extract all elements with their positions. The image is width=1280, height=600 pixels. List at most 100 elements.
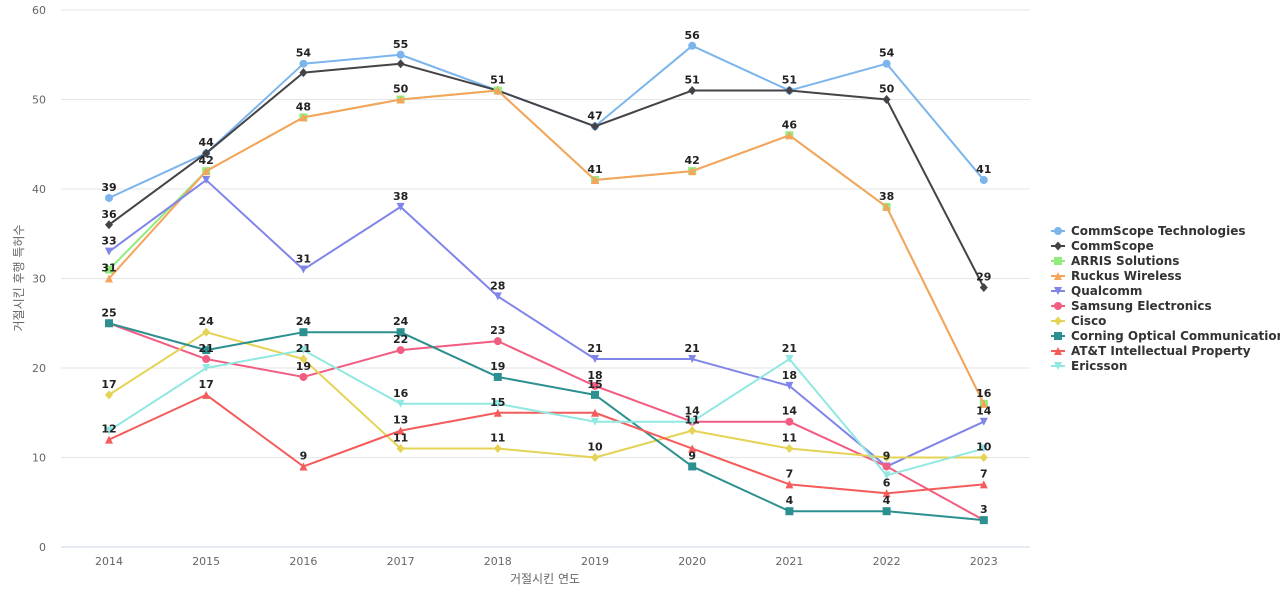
data-point[interactable] bbox=[882, 453, 891, 462]
data-point[interactable] bbox=[493, 337, 502, 346]
legend-marker[interactable] bbox=[1054, 227, 1062, 235]
data-point[interactable] bbox=[299, 346, 308, 355]
series-line[interactable] bbox=[108, 179, 985, 468]
data-point[interactable] bbox=[299, 354, 308, 364]
data-point[interactable] bbox=[882, 489, 891, 498]
legend-marker[interactable] bbox=[1054, 316, 1062, 326]
data-point[interactable] bbox=[396, 346, 405, 355]
data-point[interactable] bbox=[688, 426, 697, 436]
legend-item-ericsson[interactable]: Ericsson bbox=[1051, 359, 1127, 373]
data-point[interactable] bbox=[591, 417, 599, 426]
data-point[interactable] bbox=[493, 408, 502, 417]
data-point[interactable] bbox=[591, 381, 599, 390]
data-point[interactable] bbox=[591, 408, 599, 417]
data-point[interactable] bbox=[299, 462, 308, 471]
data-point[interactable] bbox=[396, 444, 405, 454]
series-line[interactable] bbox=[108, 393, 984, 495]
data-point[interactable] bbox=[688, 41, 697, 50]
data-point[interactable] bbox=[202, 176, 211, 185]
legend-marker[interactable] bbox=[1054, 272, 1062, 280]
legend-item-arris-solutions[interactable]: ARRIS Solutions bbox=[1051, 254, 1179, 268]
legend-item-corning-optical-communications[interactable]: Corning Optical Communications bbox=[1051, 329, 1280, 343]
data-point[interactable] bbox=[688, 355, 697, 364]
data-point[interactable] bbox=[882, 59, 891, 68]
series-line[interactable] bbox=[108, 89, 985, 405]
data-point[interactable] bbox=[105, 319, 113, 328]
data-point[interactable] bbox=[202, 390, 211, 399]
data-point[interactable] bbox=[591, 121, 599, 131]
data-point[interactable] bbox=[785, 507, 794, 516]
data-point[interactable] bbox=[591, 390, 599, 399]
legend-item-commscope[interactable]: CommScope bbox=[1051, 239, 1154, 253]
data-point[interactable] bbox=[493, 399, 502, 408]
data-point[interactable] bbox=[202, 364, 211, 372]
series-line[interactable] bbox=[108, 331, 984, 459]
series-corning-optical-communications[interactable] bbox=[105, 319, 988, 525]
data-point[interactable] bbox=[299, 328, 308, 337]
data-point[interactable] bbox=[396, 202, 405, 211]
data-point[interactable] bbox=[688, 462, 697, 471]
data-point[interactable] bbox=[105, 426, 113, 435]
data-point[interactable] bbox=[202, 346, 211, 355]
data-point[interactable] bbox=[105, 274, 113, 283]
data-point[interactable] bbox=[785, 86, 794, 96]
data-point[interactable] bbox=[688, 167, 697, 176]
data-point[interactable] bbox=[105, 265, 113, 274]
data-point[interactable] bbox=[105, 435, 113, 444]
data-point[interactable] bbox=[493, 292, 502, 301]
series-qualcomm[interactable] bbox=[105, 176, 988, 471]
data-point[interactable] bbox=[105, 390, 113, 400]
data-point[interactable] bbox=[299, 113, 308, 122]
data-point[interactable] bbox=[979, 176, 988, 185]
data-point[interactable] bbox=[688, 86, 697, 96]
data-point[interactable] bbox=[299, 68, 308, 78]
data-point[interactable] bbox=[202, 167, 211, 176]
data-point[interactable] bbox=[882, 95, 891, 104]
series-cisco[interactable] bbox=[105, 327, 988, 462]
data-point[interactable] bbox=[299, 372, 308, 381]
legend-item-ruckus-wireless[interactable]: Ruckus Wireless bbox=[1051, 269, 1182, 283]
data-point[interactable] bbox=[979, 453, 988, 462]
data-point[interactable] bbox=[591, 176, 599, 185]
series-line[interactable] bbox=[108, 322, 985, 522]
data-point[interactable] bbox=[299, 265, 308, 274]
legend-item-at-t-intellectual-property[interactable]: AT&T Intellectual Property bbox=[1051, 344, 1251, 358]
legend-item-cisco[interactable]: Cisco bbox=[1051, 314, 1106, 328]
data-point[interactable] bbox=[105, 220, 113, 230]
data-point[interactable] bbox=[396, 59, 405, 69]
legend-marker[interactable] bbox=[1054, 332, 1062, 340]
legend-item-commscope-technologies[interactable]: CommScope Technologies bbox=[1051, 224, 1245, 238]
data-point[interactable] bbox=[202, 355, 211, 364]
data-point[interactable] bbox=[882, 202, 891, 211]
legend-marker[interactable] bbox=[1054, 347, 1062, 355]
data-point[interactable] bbox=[591, 453, 599, 462]
series-line[interactable] bbox=[108, 322, 984, 522]
legend-item-qualcomm[interactable]: Qualcomm bbox=[1051, 284, 1142, 298]
data-point[interactable] bbox=[979, 399, 988, 408]
data-point[interactable] bbox=[105, 247, 113, 256]
series-line[interactable] bbox=[108, 44, 985, 199]
data-point[interactable] bbox=[202, 148, 211, 158]
data-point[interactable] bbox=[688, 417, 697, 426]
data-point[interactable] bbox=[785, 444, 794, 454]
data-point[interactable] bbox=[785, 480, 794, 489]
data-point[interactable] bbox=[882, 462, 891, 471]
legend-marker[interactable] bbox=[1054, 302, 1062, 310]
data-point[interactable] bbox=[202, 327, 211, 337]
series-line[interactable] bbox=[108, 62, 985, 288]
data-point[interactable] bbox=[979, 282, 988, 292]
series-ruckus-wireless[interactable] bbox=[105, 86, 988, 408]
series-at-t-intellectual-property[interactable] bbox=[105, 390, 988, 498]
data-point[interactable] bbox=[493, 372, 502, 381]
data-point[interactable] bbox=[299, 59, 308, 68]
legend-marker[interactable] bbox=[1054, 362, 1062, 370]
data-point[interactable] bbox=[396, 426, 405, 435]
series-ericsson[interactable] bbox=[105, 346, 988, 480]
series-commscope-technologies[interactable] bbox=[105, 41, 988, 202]
data-point[interactable] bbox=[979, 480, 988, 489]
series-line[interactable] bbox=[108, 89, 985, 405]
data-point[interactable] bbox=[396, 50, 405, 59]
series-commscope[interactable] bbox=[105, 59, 988, 292]
data-point[interactable] bbox=[105, 193, 113, 202]
